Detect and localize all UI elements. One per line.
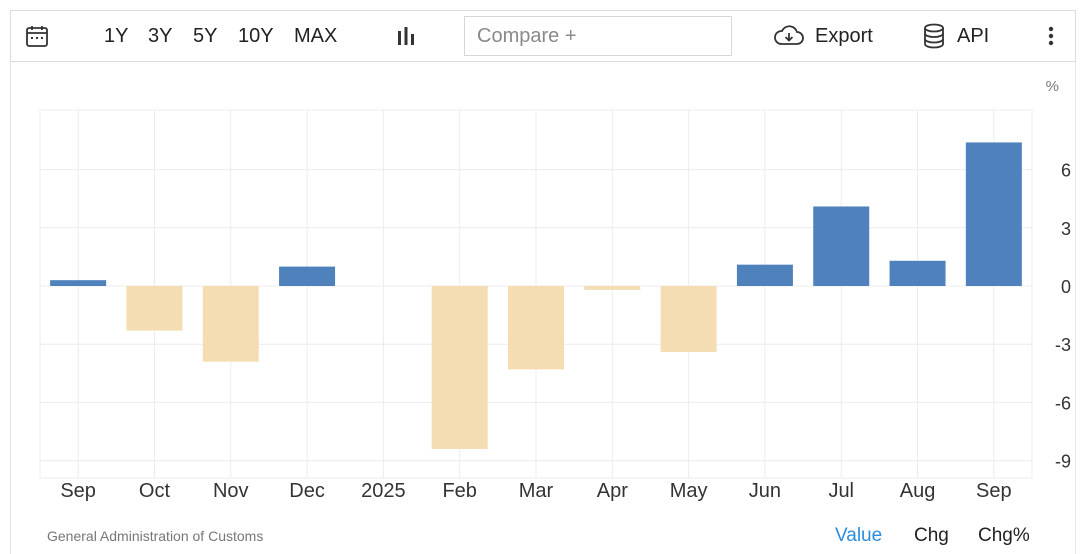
cloud-download-icon	[773, 24, 805, 48]
x-tick-label: Sep	[976, 480, 1012, 502]
range-max-button[interactable]: MAX	[294, 24, 338, 47]
y-tick-label: 6	[1061, 161, 1071, 181]
chg-percent-tab[interactable]: Chg%	[978, 525, 1030, 546]
x-tick-label: Oct	[139, 480, 171, 502]
value-tab[interactable]: Value	[835, 525, 883, 546]
x-tick-label: Dec	[289, 480, 325, 502]
bar-jun-9[interactable]	[736, 264, 793, 286]
y-tick-label: -6	[1055, 393, 1071, 413]
chart-labels: 6 3 0 -3 -6 -9% Sep Oct Nov Dec 2025 Feb Mar Apr May Ju…	[60, 78, 1071, 502]
x-tick-label: Feb	[442, 480, 476, 502]
calendar-icon[interactable]	[25, 11, 49, 61]
x-tick-label: May	[670, 480, 708, 502]
bar-chart: 6 3 0 -3 -6 -9% Sep Oct Nov Dec 2025 Feb Mar Apr May Ju…	[39, 78, 1071, 502]
x-tick-label: 2025	[361, 480, 406, 502]
bar-feb-5[interactable]	[431, 286, 488, 449]
export-button[interactable]: Export	[773, 11, 873, 61]
bar-aug-11[interactable]	[889, 260, 946, 286]
compare-box	[464, 16, 732, 56]
range-3y-button[interactable]: 3Y	[148, 24, 173, 47]
bar-nov-2[interactable]	[202, 286, 259, 362]
more-options-icon[interactable]	[1045, 11, 1057, 61]
database-icon	[923, 23, 945, 49]
api-button[interactable]: API	[923, 11, 989, 61]
bar-chart-icon[interactable]	[395, 11, 417, 61]
x-tick-label: Aug	[900, 480, 936, 502]
source-label: General Administration of Customs	[47, 528, 264, 544]
chart-bars	[50, 142, 1022, 449]
chart-panel	[10, 62, 1076, 554]
range-5y-button[interactable]: 5Y	[193, 24, 218, 47]
y-tick-label: 3	[1061, 219, 1071, 239]
y-tick-label: -3	[1055, 335, 1071, 355]
x-tick-label: Sep	[60, 480, 96, 502]
bar-oct-1[interactable]	[126, 286, 183, 331]
bar-apr-7[interactable]	[584, 286, 641, 290]
x-tick-label: Mar	[519, 480, 554, 502]
range-1y-button[interactable]: 1Y	[104, 24, 129, 47]
unit-label: %	[1046, 78, 1059, 95]
x-tick-label: Jun	[749, 480, 781, 502]
bar-sep-0[interactable]	[50, 280, 107, 286]
bar-mar-6[interactable]	[508, 286, 564, 370]
x-tick-label: Jul	[828, 480, 854, 502]
y-tick-label: -9	[1055, 452, 1071, 472]
api-label: API	[957, 24, 990, 47]
export-label: Export	[815, 24, 873, 47]
bar-may-8[interactable]	[660, 286, 717, 352]
chart-toolbar: 1Y 3Y 5Y 10Y MAX Export	[10, 10, 1076, 62]
range-10y-button[interactable]: 10Y	[238, 24, 274, 47]
compare-input[interactable]	[465, 17, 731, 55]
x-tick-label: Apr	[597, 480, 628, 502]
y-tick-label: 0	[1061, 277, 1071, 297]
bar-dec-3[interactable]	[279, 266, 336, 286]
chg-tab[interactable]: Chg	[914, 525, 949, 546]
bar-jul-10[interactable]	[813, 206, 870, 286]
x-tick-label: Nov	[213, 480, 249, 502]
bar-sep-12[interactable]	[965, 142, 1022, 286]
